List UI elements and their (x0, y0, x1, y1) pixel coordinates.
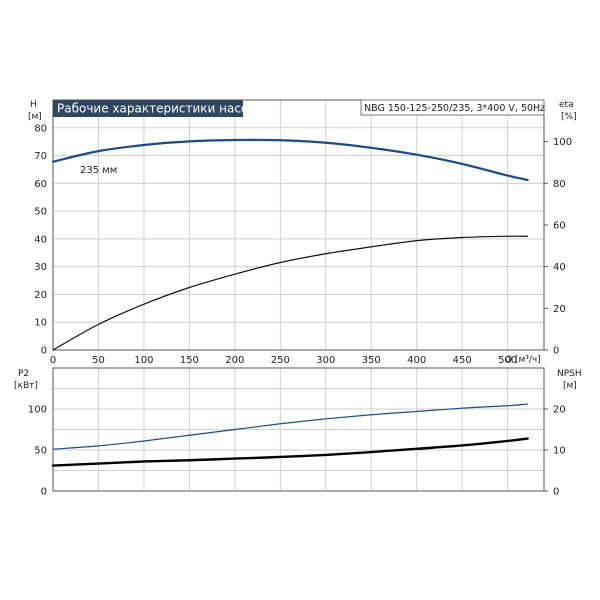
right-tick-label: 10 (553, 446, 566, 457)
top-right-axis-label-unit: [%] (561, 112, 577, 122)
x-tick-label: 100 (134, 355, 153, 366)
x-tick-label: 500 (498, 355, 517, 366)
x-tick-label: 450 (453, 355, 472, 366)
bottom-right-axis-label-name: NPSH (557, 369, 582, 379)
bottom-chart-series (51, 403, 529, 467)
left-tick-label: 40 (34, 234, 47, 245)
series-line-1-0 (52, 403, 529, 450)
left-tick-label: 0 (41, 487, 47, 498)
top-chart-frame (52, 99, 545, 351)
bottom-chart-grid (53, 368, 544, 491)
right-tick-label: 100 (553, 137, 572, 148)
x-tick-label: 200 (225, 355, 244, 366)
x-tick-label: 50 (92, 355, 105, 366)
top-chart-grid (53, 100, 544, 350)
top-right-ticks: 0 20 40 60 80 100 (544, 137, 572, 357)
series-line-0-1 (52, 235, 529, 351)
x-axis-label: Q [м³/ч] (505, 355, 541, 365)
top-left-axis-label-unit: [м] (28, 112, 42, 122)
right-tick-label: 0 (553, 346, 559, 357)
left-tick-label: 10 (34, 318, 47, 329)
pump-info-box (360, 99, 545, 116)
top-x-ticks: 0 50 100 150 200 250 300 350 400 450 500 (50, 355, 517, 366)
right-tick-label: 80 (553, 179, 566, 190)
series-line-1-1 (51, 437, 529, 467)
top-right-axis-label-name: eta (559, 100, 574, 110)
top-left-ticks: 0 10 20 30 40 50 60 70 80 (34, 123, 47, 356)
pump-info: NBG 150-125-250/235, 3*400 V, 50Hz (364, 103, 545, 114)
right-tick-label: 0 (553, 487, 559, 498)
left-tick-label: 30 (34, 262, 47, 273)
x-tick-label: 300 (316, 355, 335, 366)
x-tick-label: 250 (271, 355, 290, 366)
bottom-chart-frame (52, 367, 545, 492)
bottom-left-ticks: 0 50 100 (28, 405, 47, 498)
right-tick-label: 20 (553, 304, 566, 315)
x-tick-label: 400 (407, 355, 426, 366)
impeller-diameter-label: 235 мм (80, 165, 117, 176)
series-line-0-0 (51, 138, 529, 182)
right-tick-label: 60 (553, 221, 566, 232)
left-tick-label: 100 (28, 405, 47, 416)
chart-title: Рабочие характеристики насоса (57, 102, 262, 116)
bottom-left-axis-label-name: P2 (18, 369, 29, 379)
bottom-left-axis-label-unit: [кВт] (14, 381, 38, 391)
bottom-right-axis-label-unit: [м] (563, 381, 577, 391)
left-tick-label: 80 (34, 123, 47, 134)
bottom-right-ticks: 0 10 20 (544, 405, 566, 498)
top-left-axis-label-name: H (30, 100, 37, 110)
top-chart-series (51, 138, 529, 351)
left-tick-label: 20 (34, 290, 47, 301)
x-tick-label: 0 (50, 355, 56, 366)
left-tick-label: 60 (34, 179, 47, 190)
left-tick-label: 70 (34, 151, 47, 162)
chart-title-box (53, 100, 243, 117)
left-tick-label: 50 (34, 446, 47, 457)
right-tick-label: 40 (553, 262, 566, 273)
left-tick-label: 0 (41, 346, 47, 357)
left-tick-label: 50 (34, 207, 47, 218)
x-tick-label: 150 (180, 355, 199, 366)
x-tick-label: 350 (362, 355, 381, 366)
right-tick-label: 20 (553, 405, 566, 416)
